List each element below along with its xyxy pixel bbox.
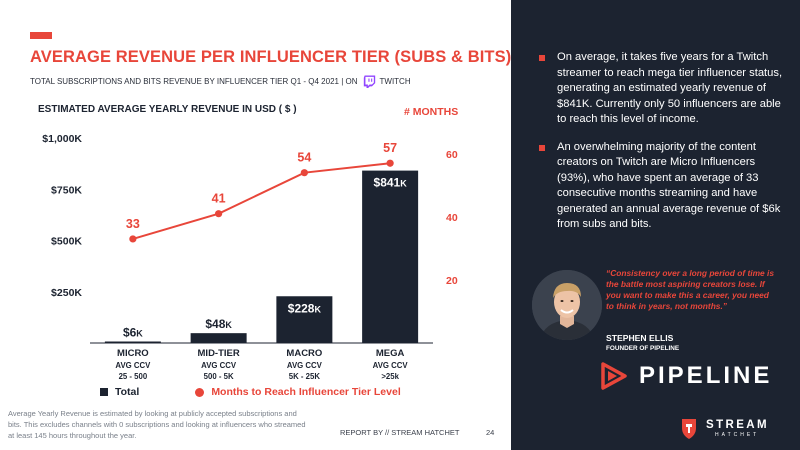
subtitle-text: TOTAL SUBSCRIPTIONS AND BITS REVENUE BY … — [30, 77, 358, 86]
twitch-logo-icon — [363, 75, 375, 88]
pipeline-logo-icon — [601, 362, 627, 390]
bar-value-label: $48K — [205, 317, 232, 331]
bar-value-label: $6K — [123, 326, 143, 340]
insight-text-2: An overwhelming majority of the content … — [557, 140, 781, 231]
insight-bullet-1: On average, it takes five years for a Tw… — [539, 50, 789, 128]
page-title: AVERAGE REVENUE PER INFLUENCER TIER (SUB… — [30, 48, 512, 66]
report-credit: REPORT BY // STREAM HATCHET — [340, 428, 460, 437]
bar-micro — [104, 341, 161, 343]
category-range-label: 500 - 5K — [204, 372, 234, 381]
quote-author-role: FOUNDER OF PIPELINE — [606, 345, 680, 352]
months-point — [386, 159, 394, 167]
right-axis-tick-label: 40 — [446, 212, 458, 224]
subtitle-platform: TWITCH — [379, 77, 411, 86]
chart-legend: Total Months to Reach Influencer Tier Le… — [100, 386, 401, 398]
months-value-label: 41 — [212, 192, 226, 206]
page-number: 24 — [486, 428, 495, 437]
bar-value-label: $228K — [288, 301, 322, 315]
insight-sidebar: On average, it takes five years for a Tw… — [511, 0, 800, 450]
bar-mega — [362, 170, 419, 343]
pipeline-wordmark: PIPELINE — [639, 362, 773, 389]
category-range-label: >25k — [381, 372, 399, 381]
footnote: Average Yearly Revenue is estimated by l… — [8, 409, 306, 440]
bullet-square-icon — [539, 144, 545, 151]
months-point — [215, 210, 223, 218]
right-axis-tick-label: 20 — [446, 275, 458, 287]
months-point — [300, 169, 308, 177]
months-axis-heading: # MONTHS — [404, 106, 459, 118]
months-value-label: 57 — [383, 141, 397, 155]
months-value-label: 33 — [126, 217, 140, 231]
stream-hatchet-wordmark: STREAM — [706, 419, 769, 431]
portrait-image — [532, 270, 602, 340]
months-point — [129, 235, 137, 243]
left-axis-tick-label: $250K — [51, 287, 82, 299]
legend-months-label: Months to Reach Influencer Tier Level — [211, 386, 401, 398]
revenue-chart: $250K $500K $750K $1,000K 20 40 60 $6K $48K $228K… — [42, 133, 458, 381]
page-subtitle: TOTAL SUBSCRIPTIONS AND BITS REVENUE BY … — [30, 75, 411, 88]
stream-hatchet-logo-icon — [682, 419, 696, 439]
right-axis-tick-label: 60 — [446, 149, 458, 161]
insight-bullets: On average, it takes five years for a Tw… — [539, 50, 789, 245]
bar-mid-tier — [190, 333, 247, 343]
chart-heading: ESTIMATED AVERAGE YEARLY REVENUE IN USD … — [38, 104, 297, 115]
left-axis-tick-label: $750K — [51, 184, 82, 196]
insight-text-1: On average, it takes five years for a Tw… — [557, 51, 783, 125]
category-label: MID-TIER — [198, 348, 240, 359]
legend-total-swatch — [100, 388, 108, 396]
category-sublabel: AVG CCV — [287, 361, 323, 370]
bar-macro — [276, 296, 333, 343]
category-label: MACRO — [286, 348, 322, 359]
stream-hatchet-wordmark-sub: HATCHET — [715, 432, 760, 438]
insight-bullet-2: An overwhelming majority of the content … — [539, 140, 789, 233]
left-axis-tick-label: $500K — [51, 236, 82, 248]
legend-total-label: Total — [115, 386, 140, 398]
months-value-label: 54 — [297, 151, 311, 165]
legend-months-swatch — [195, 387, 205, 397]
left-axis-tick-label: $1,000K — [42, 133, 82, 145]
category-sublabel: AVG CCV — [373, 361, 409, 370]
category-range-label: 5K - 25K — [289, 372, 321, 381]
report-page-left: AVERAGE REVENUE PER INFLUENCER TIER (SUB… — [8, 32, 512, 440]
category-label: MEGA — [376, 348, 405, 359]
title-accent-bar — [30, 32, 52, 39]
months-line — [132, 162, 391, 240]
founder-quote: “Consistency over a long period of time … — [606, 268, 774, 311]
category-sublabel: AVG CCV — [115, 361, 151, 370]
avatar — [532, 270, 602, 340]
category-sublabel: AVG CCV — [201, 361, 237, 370]
category-range-label: 25 - 500 — [119, 372, 148, 381]
category-label: MICRO — [117, 348, 149, 359]
bar-value-label: $841K — [374, 176, 408, 190]
quote-author-name: STEPHEN ELLIS — [606, 333, 674, 343]
bullet-square-icon — [539, 55, 545, 61]
